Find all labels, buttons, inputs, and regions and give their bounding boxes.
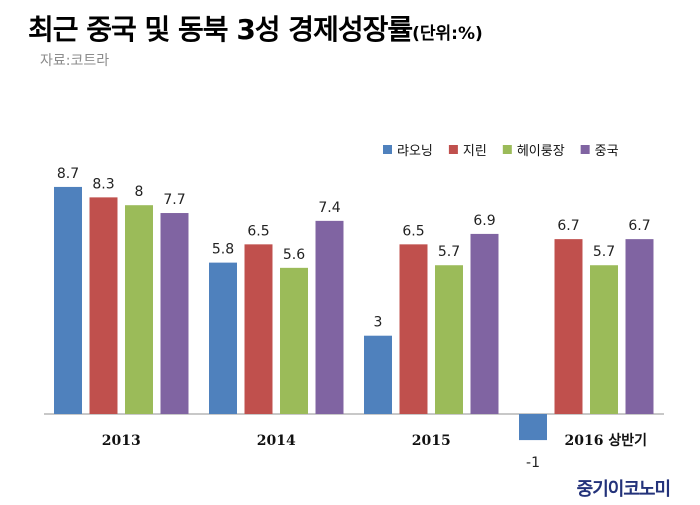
bar-2014-헤이룽장 bbox=[280, 267, 308, 414]
bar-2016-상반기-랴오닝 bbox=[519, 414, 547, 441]
chart-title-text: 최근 중국 및 동북 3성 경제성장률 bbox=[28, 13, 413, 46]
bar-2013-헤이룽장 bbox=[125, 205, 153, 414]
bar-2014-랴오닝 bbox=[209, 262, 237, 414]
legend-label-지린: 지린 bbox=[463, 144, 487, 159]
legend-swatch-지린 bbox=[448, 145, 458, 154]
legend-label-헤이룽장: 헤이룽장 bbox=[517, 144, 565, 159]
bar-2015-지린 bbox=[399, 244, 428, 414]
legend-swatch-헤이룽장 bbox=[502, 145, 512, 154]
data-label-2016-상반기-랴오닝: -1 bbox=[526, 455, 540, 471]
legend-swatch-랴오닝 bbox=[383, 145, 392, 154]
category-label-2014: 2014 bbox=[257, 433, 296, 449]
bar-2015-헤이룽장 bbox=[435, 265, 463, 414]
chart-unit: (단위:%) bbox=[412, 24, 483, 44]
data-label-2014-지린: 6.5 bbox=[247, 223, 269, 239]
bar-2016-상반기-중국 bbox=[625, 239, 654, 414]
data-label-2014-랴오닝: 5.8 bbox=[212, 242, 234, 258]
legend-swatch-중국 bbox=[580, 145, 590, 154]
data-label-2013-헤이룽장: 8 bbox=[135, 184, 144, 200]
data-label-2016-상반기-헤이룽장: 5.7 bbox=[593, 244, 615, 260]
data-label-2015-중국: 6.9 bbox=[473, 213, 495, 229]
category-label-2013: 2013 bbox=[102, 433, 141, 449]
data-label-2016-상반기-중국: 6.7 bbox=[628, 218, 650, 234]
data-label-2013-지린: 8.3 bbox=[92, 176, 114, 192]
legend-label-랴오닝: 랴오닝 bbox=[397, 144, 433, 159]
bar-2014-지린 bbox=[244, 244, 273, 414]
bar-2016-상반기-지린 bbox=[554, 239, 583, 414]
category-label-2015: 2015 bbox=[412, 433, 451, 449]
bar-2013-중국 bbox=[160, 213, 189, 414]
data-label-2015-헤이룽장: 5.7 bbox=[438, 244, 460, 260]
bar-2016-상반기-헤이룽장 bbox=[590, 265, 618, 414]
source-note: 자료:코트라 bbox=[40, 53, 110, 69]
brand-logo: 중기이코노미 bbox=[576, 479, 671, 500]
bar-2014-중국 bbox=[315, 220, 344, 414]
data-label-2015-지린: 6.5 bbox=[402, 223, 424, 239]
data-label-2016-상반기-지린: 6.7 bbox=[557, 218, 579, 234]
category-label-2016-상반기: 2016 상반기 bbox=[565, 432, 647, 449]
bar-2015-랴오닝 bbox=[364, 335, 392, 414]
data-label-2013-랴오닝: 8.7 bbox=[57, 166, 79, 182]
data-label-2014-중국: 7.4 bbox=[318, 200, 340, 216]
data-label-2015-랴오닝: 3 bbox=[374, 315, 383, 331]
data-label-2014-헤이룽장: 5.6 bbox=[283, 247, 305, 263]
data-label-2013-중국: 7.7 bbox=[163, 192, 185, 208]
chart-title: 최근 중국 및 동북 3성 경제성장률(단위:%) bbox=[28, 8, 483, 48]
bar-2015-중국 bbox=[470, 233, 499, 414]
legend-label-중국: 중국 bbox=[595, 144, 619, 159]
bar-2013-랴오닝 bbox=[54, 186, 82, 414]
bar-2013-지린 bbox=[89, 197, 118, 414]
